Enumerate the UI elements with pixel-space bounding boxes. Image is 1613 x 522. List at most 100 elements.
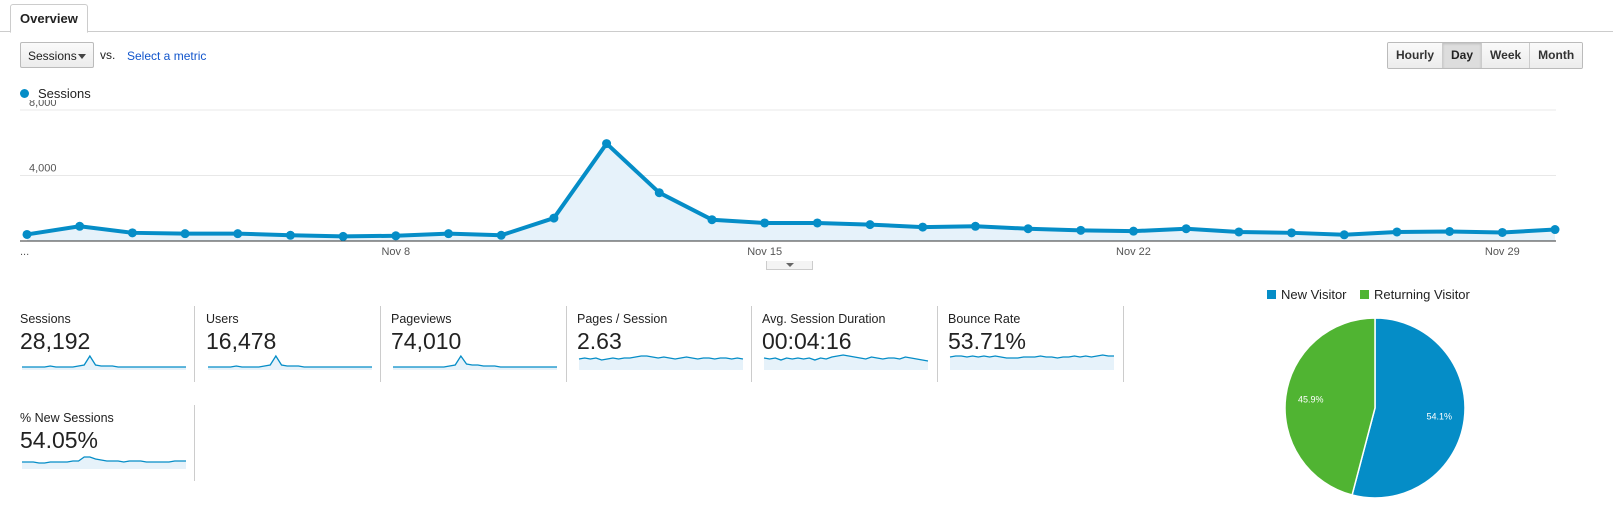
x-tick-label: Nov 15: [747, 246, 782, 258]
metric-name: Bounce Rate: [948, 312, 1021, 326]
sparkline-line: [949, 354, 1114, 359]
data-point[interactable]: [970, 221, 980, 231]
data-point[interactable]: [1181, 224, 1191, 234]
tab-overview[interactable]: Overview: [10, 4, 88, 33]
metric-name: % New Sessions: [20, 411, 114, 425]
metric-select-label: Sessions: [28, 49, 77, 63]
data-point[interactable]: [760, 218, 770, 228]
data-point[interactable]: [654, 188, 664, 198]
data-point[interactable]: [75, 221, 85, 231]
x-tick-label: Nov 8: [381, 246, 410, 258]
metric-sparkline: [22, 354, 186, 370]
chart-collapse-handle[interactable]: [766, 261, 813, 270]
sparkline-line: [578, 355, 744, 361]
metric-divider: [1123, 306, 1124, 382]
data-point[interactable]: [338, 231, 348, 241]
x-tick-label: Nov 29: [1485, 246, 1520, 258]
data-point[interactable]: [865, 220, 875, 230]
sparkline-area: [22, 457, 186, 469]
data-point[interactable]: [391, 231, 401, 241]
metric-sparkline: [578, 355, 744, 370]
x-tick-label: Nov 22: [1116, 246, 1151, 258]
metric-name: Avg. Session Duration: [762, 312, 886, 326]
day-button[interactable]: Day: [1443, 43, 1483, 68]
metric-name: Pageviews: [391, 312, 452, 326]
select-metric-link[interactable]: Select a metric: [127, 49, 207, 63]
data-point[interactable]: [1392, 227, 1402, 237]
metric-tile[interactable]: Pages / Session 2.63: [577, 306, 763, 382]
data-point[interactable]: [1076, 225, 1086, 235]
pie-legend-returning-visitor: Returning Visitor: [1360, 287, 1470, 302]
sessions-series-line: [26, 141, 1556, 239]
data-point[interactable]: [1128, 226, 1138, 236]
metric-sparkline: [208, 354, 372, 370]
metric-value: 16,478: [206, 328, 277, 354]
metric-divider: [194, 306, 195, 382]
pie-legend-returning-visitor-label: Returning Visitor: [1374, 287, 1470, 302]
metric-tile[interactable]: Pageviews 74,010: [391, 306, 577, 382]
data-point[interactable]: [1339, 230, 1349, 240]
metric-divider: [380, 306, 381, 382]
pie-slice[interactable]: [1351, 317, 1466, 499]
y-tick-label: 8,000: [29, 100, 57, 109]
data-point[interactable]: [918, 222, 928, 232]
metric-select[interactable]: Sessions: [20, 42, 94, 68]
sparkline-line: [208, 354, 372, 368]
data-point[interactable]: [707, 215, 717, 225]
data-point[interactable]: [1023, 224, 1033, 234]
metric-divider: [194, 405, 195, 481]
legend-sessions-label: Sessions: [38, 86, 91, 101]
data-point[interactable]: [233, 229, 243, 239]
granularity-toggle: Hourly Day Week Month: [1387, 42, 1584, 69]
metric-value: 54.05%: [20, 427, 99, 453]
hourly-button[interactable]: Hourly: [1388, 43, 1444, 68]
data-point[interactable]: [1287, 228, 1297, 238]
metric-divider: [751, 306, 752, 382]
legend-dot-icon: [20, 89, 29, 98]
data-point[interactable]: [285, 230, 295, 240]
metric-value: 28,192: [20, 328, 91, 354]
metric-tile[interactable]: % New Sessions 54.05%: [20, 405, 206, 481]
metric-sparkline: [949, 354, 1114, 370]
data-point[interactable]: [444, 229, 454, 239]
data-point[interactable]: [1445, 227, 1455, 237]
y-tick-label: 4,000: [29, 163, 57, 175]
sparkline-line: [22, 354, 186, 368]
metric-sparkline: [763, 354, 929, 370]
data-point[interactable]: [812, 218, 822, 228]
visitor-type-pie-chart: 54.1% 45.9%: [1284, 317, 1466, 499]
vs-label: vs.: [100, 48, 116, 62]
x-tick-label: ...: [20, 246, 29, 258]
metric-sparkline: [393, 354, 557, 370]
data-point[interactable]: [127, 228, 137, 238]
metric-value: 2.63: [577, 328, 622, 354]
metric-tile[interactable]: Sessions 28,192: [20, 306, 206, 382]
pie-slice[interactable]: [1284, 317, 1376, 496]
metric-value: 00:04:16: [762, 328, 852, 354]
data-point[interactable]: [1234, 227, 1244, 237]
month-button[interactable]: Month: [1530, 43, 1583, 68]
data-point[interactable]: [1550, 225, 1560, 235]
week-button[interactable]: Week: [1482, 43, 1531, 68]
metric-divider: [937, 306, 938, 382]
pie-slice-label: 45.9%: [1298, 395, 1324, 405]
data-point[interactable]: [496, 230, 506, 240]
tab-bar: Overview: [0, 0, 1613, 33]
sparkline-line: [763, 354, 929, 362]
metric-name: Pages / Session: [577, 312, 668, 326]
data-point[interactable]: [549, 213, 559, 223]
data-point[interactable]: [22, 229, 32, 239]
metric-divider: [566, 306, 567, 382]
chevron-down-icon: [78, 54, 86, 59]
sparkline-area: [393, 356, 557, 370]
data-point[interactable]: [180, 229, 190, 239]
data-point[interactable]: [1497, 227, 1507, 237]
pie-legend-new-visitor-label: New Visitor: [1281, 287, 1347, 302]
metric-tile[interactable]: Bounce Rate 53.71%: [948, 306, 1134, 382]
metric-name: Sessions: [20, 312, 71, 326]
data-point[interactable]: [602, 139, 612, 149]
sparkline-area: [579, 356, 743, 370]
metric-tile[interactable]: Avg. Session Duration 00:04:16: [762, 306, 948, 382]
sparkline-line: [393, 354, 557, 368]
metric-tile[interactable]: Users 16,478: [206, 306, 392, 382]
